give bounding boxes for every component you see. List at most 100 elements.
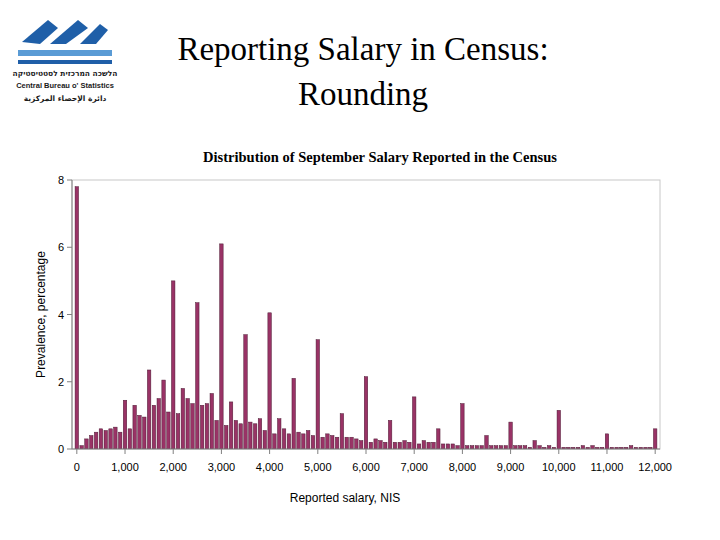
y-axis-label: Prevalence, percentage [34, 251, 48, 378]
y-tick [67, 180, 72, 181]
x-tick [558, 449, 559, 454]
bar [408, 442, 411, 449]
bar [427, 442, 430, 449]
bar [99, 429, 102, 449]
x-tick [173, 449, 174, 454]
bar [393, 442, 396, 449]
bar [451, 444, 454, 449]
bar [321, 437, 324, 449]
x-tick-label: 5,000 [304, 461, 332, 473]
bar [157, 399, 160, 449]
plot-area [72, 180, 660, 449]
bar [490, 446, 493, 449]
x-tick [366, 449, 367, 454]
bar [186, 399, 189, 449]
bar [475, 446, 478, 449]
y-tick [67, 449, 72, 450]
bar [114, 427, 117, 449]
bar [94, 432, 97, 449]
x-tick [317, 449, 318, 454]
bar [480, 446, 483, 449]
x-tick-label: 0 [74, 461, 80, 473]
bar [384, 442, 387, 449]
bar [518, 446, 521, 449]
bar [147, 370, 150, 449]
bar [292, 378, 295, 449]
y-tick-label: 2 [58, 376, 64, 388]
bar [547, 446, 550, 449]
bar [359, 441, 362, 449]
x-tick-label: 12,000 [638, 461, 672, 473]
bar [509, 422, 512, 449]
bar [432, 442, 435, 449]
bar [258, 419, 261, 449]
bar [75, 187, 78, 449]
bar [143, 417, 146, 449]
x-tick-label: 3,000 [208, 461, 236, 473]
bar [176, 414, 179, 449]
bar [388, 420, 391, 449]
bar [538, 446, 541, 449]
x-tick-label: 8,000 [449, 461, 477, 473]
bar [263, 431, 266, 449]
bar [171, 281, 174, 449]
bar [123, 400, 126, 449]
bar [244, 335, 247, 449]
bar [629, 446, 632, 449]
y-tick-label: 6 [58, 241, 64, 253]
y-tick-label: 8 [58, 174, 64, 186]
x-tick-label: 11,000 [591, 461, 624, 473]
bar [152, 405, 155, 449]
x-tick-label: 4,000 [256, 461, 284, 473]
bar [653, 429, 656, 449]
bar [167, 412, 170, 449]
x-tick [76, 449, 77, 454]
x-tick [510, 449, 511, 454]
bar [85, 439, 88, 449]
chart-svg: הלשכה המרכזית לסטטיסטיקהCentral Bureau o… [0, 0, 720, 540]
bar [128, 429, 131, 449]
x-tick [655, 449, 656, 454]
bar [90, 436, 93, 449]
x-tick-label: 1,000 [111, 461, 139, 473]
y-axis [72, 180, 73, 449]
bar [456, 446, 459, 449]
bar [196, 303, 199, 449]
bar [523, 446, 526, 449]
bar [220, 244, 223, 449]
bar [350, 437, 353, 449]
logo-shape [18, 60, 112, 64]
bar [355, 439, 358, 449]
bar [162, 380, 165, 449]
bar [297, 432, 300, 449]
y-tick [67, 381, 72, 382]
x-tick [221, 449, 222, 454]
bar [205, 404, 208, 449]
bar [234, 420, 237, 449]
bars [75, 187, 657, 449]
bar [403, 441, 406, 449]
logo-arabic: دائرة الإحصاء المركزية [24, 94, 107, 103]
bar [340, 414, 343, 449]
bar [461, 404, 464, 449]
bar [268, 313, 271, 449]
bar [379, 441, 382, 449]
chart-title: Distribution of September Salary Reporte… [203, 149, 557, 165]
bar [533, 441, 536, 449]
bar [302, 434, 305, 449]
logo-shape [50, 20, 88, 44]
bar [417, 444, 420, 449]
bar [465, 446, 468, 449]
y-tick-label: 0 [58, 443, 64, 455]
x-tick-label: 9,000 [497, 461, 525, 473]
bar [494, 446, 497, 449]
bar [215, 420, 218, 449]
x-axis [72, 449, 660, 450]
logo-shape [18, 50, 112, 56]
logo: הלשכה המרכזית לסטטיסטיקהCentral Bureau o… [13, 20, 118, 103]
bar [109, 429, 112, 449]
bar [422, 441, 425, 449]
bar [369, 442, 372, 449]
x-tick [414, 449, 415, 454]
bar [253, 424, 256, 449]
